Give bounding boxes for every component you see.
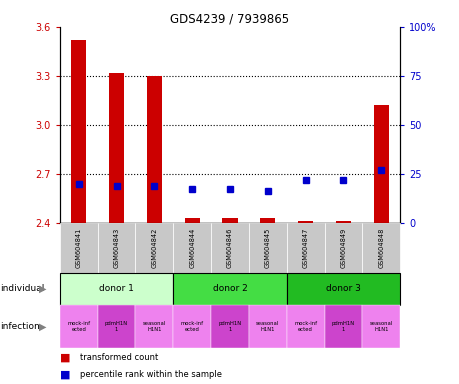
Text: ▶: ▶: [39, 321, 46, 331]
Text: GSM604849: GSM604849: [340, 228, 346, 268]
Bar: [60, 305, 97, 348]
Text: pdmH1N
1: pdmH1N 1: [331, 321, 354, 332]
Text: individual: individual: [0, 284, 44, 293]
Text: GSM604842: GSM604842: [151, 227, 157, 268]
Bar: [248, 305, 286, 348]
Bar: [286, 305, 324, 348]
Text: seasonal
H1N1: seasonal H1N1: [256, 321, 279, 332]
Bar: [173, 223, 211, 273]
Bar: [173, 273, 286, 305]
Text: mock-inf
ected: mock-inf ected: [293, 321, 316, 332]
Text: percentile rank within the sample: percentile rank within the sample: [80, 370, 222, 379]
Bar: [211, 223, 248, 273]
Bar: [97, 223, 135, 273]
Text: seasonal
H1N1: seasonal H1N1: [369, 321, 392, 332]
Text: infection: infection: [0, 322, 39, 331]
Text: pdmH1N
1: pdmH1N 1: [105, 321, 128, 332]
Text: ■: ■: [60, 353, 70, 363]
Bar: [60, 223, 97, 273]
Text: pdmH1N
1: pdmH1N 1: [218, 321, 241, 332]
Bar: [135, 223, 173, 273]
Bar: [362, 223, 399, 273]
Text: GSM604846: GSM604846: [226, 227, 233, 268]
Bar: [324, 223, 362, 273]
Text: mock-inf
ected: mock-inf ected: [180, 321, 203, 332]
Bar: [211, 305, 248, 348]
Bar: [97, 305, 135, 348]
Text: donor 2: donor 2: [212, 285, 247, 293]
Text: ■: ■: [60, 369, 70, 379]
Bar: [335, 221, 350, 223]
Text: transformed count: transformed count: [80, 353, 158, 362]
Text: ▶: ▶: [39, 284, 46, 294]
Bar: [286, 223, 324, 273]
Bar: [146, 76, 162, 223]
Title: GDS4239 / 7939865: GDS4239 / 7939865: [170, 13, 289, 26]
Text: mock-inf
ected: mock-inf ected: [67, 321, 90, 332]
Text: GSM604847: GSM604847: [302, 227, 308, 268]
Text: donor 1: donor 1: [99, 285, 134, 293]
Bar: [248, 223, 286, 273]
Bar: [109, 73, 124, 223]
Bar: [135, 305, 173, 348]
Text: GSM604843: GSM604843: [113, 228, 119, 268]
Text: GSM604845: GSM604845: [264, 227, 270, 268]
Bar: [60, 273, 173, 305]
Bar: [324, 305, 362, 348]
Bar: [260, 218, 275, 223]
Text: GSM604841: GSM604841: [76, 228, 82, 268]
Bar: [173, 305, 211, 348]
Bar: [286, 273, 399, 305]
Bar: [222, 218, 237, 223]
Text: GSM604848: GSM604848: [377, 227, 383, 268]
Bar: [373, 105, 388, 223]
Text: seasonal
H1N1: seasonal H1N1: [142, 321, 166, 332]
Bar: [362, 305, 399, 348]
Bar: [184, 218, 199, 223]
Text: donor 3: donor 3: [325, 285, 360, 293]
Text: GSM604844: GSM604844: [189, 227, 195, 268]
Bar: [297, 221, 313, 223]
Bar: [71, 40, 86, 223]
